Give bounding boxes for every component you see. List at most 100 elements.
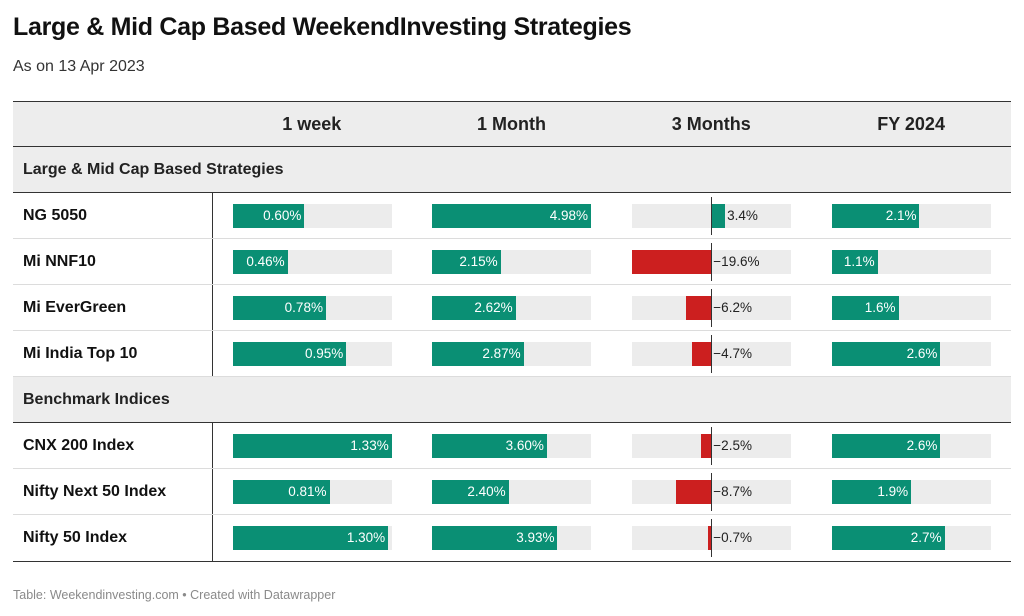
group-label: Benchmark Indices: [23, 390, 170, 408]
cell-3-months: −8.7%: [611, 469, 811, 514]
cell-fy-2024: 2.1%: [811, 193, 1011, 238]
zero-line: [711, 519, 713, 557]
value-bar: [631, 249, 712, 274]
row-name-nifty-50-index: Nifty 50 Index: [23, 529, 128, 546]
cell-1-week: 0.60%: [211, 193, 412, 238]
bar-track: 1.9%: [831, 479, 991, 504]
bar-track: 1.6%: [831, 295, 991, 320]
value-bar: [232, 249, 288, 274]
chart-subtitle: As on 13 Apr 2023: [13, 58, 145, 75]
value-label: 2.7%: [910, 530, 942, 545]
value-bar: [432, 249, 501, 274]
bar-track: 2.15%: [432, 249, 591, 274]
bar-track: 0.46%: [232, 249, 392, 274]
zero-line: [711, 196, 713, 235]
cell-1-week: 0.95%: [211, 331, 412, 376]
value-bar: [831, 341, 941, 366]
value-bar: [708, 526, 712, 550]
value-bar: [232, 203, 305, 228]
value-label: −19.6%: [713, 253, 760, 269]
value-label: 0.81%: [288, 483, 327, 499]
value-bar: [831, 249, 878, 274]
value-label: 0.95%: [304, 345, 344, 361]
bar-track: 2.6%: [831, 433, 991, 458]
bar-track: −2.5%: [631, 426, 791, 465]
bar-track: 2.40%: [432, 479, 591, 504]
row-name-nifty-next-50-index: Nifty Next 50 Index: [23, 482, 167, 500]
bar-track: 1.33%: [232, 433, 392, 458]
value-bar: [831, 479, 912, 504]
value-bar: [711, 203, 726, 228]
bar-track: −0.7%: [631, 519, 791, 557]
row-name-cnx-200-index: CNX 200 Index: [23, 436, 135, 454]
bar-track: −8.7%: [631, 472, 791, 511]
value-label: 3.93%: [516, 530, 555, 545]
value-label: 2.40%: [467, 483, 506, 499]
table-row: Nifty Next 50 Index 0.81% 2.40% −8.7% 1.9%: [13, 469, 1011, 515]
row-name-mi-nnf10: Mi NNF10: [23, 252, 96, 270]
value-label: 2.1%: [885, 207, 917, 223]
bar-track: 0.95%: [232, 341, 392, 366]
value-bar: [831, 433, 941, 458]
bar-track: −4.7%: [631, 334, 791, 373]
column-header-1-week: 1 week: [282, 113, 342, 134]
value-label: 2.6%: [906, 437, 938, 453]
cell-3-months: −19.6%: [611, 239, 811, 284]
value-label: −6.2%: [713, 299, 752, 315]
value-label: 0.78%: [284, 299, 323, 315]
cell-1-month: 4.98%: [412, 193, 612, 238]
header-name-cell: [13, 102, 212, 146]
group-header-row: Benchmark Indices: [13, 377, 1011, 423]
value-label: 1.1%: [843, 253, 875, 269]
value-bar: [232, 341, 347, 366]
cell-1-month: 2.15%: [412, 239, 612, 284]
value-label: 3.60%: [505, 437, 544, 453]
bar-track: −6.2%: [631, 288, 791, 327]
value-bar: [432, 295, 516, 320]
table-footer-credit: Table: Weekendinvesting.com • Created wi…: [13, 588, 336, 602]
bar-track: 2.6%: [831, 341, 991, 366]
cell-1-month: 2.62%: [412, 285, 612, 330]
table-row: CNX 200 Index 1.33% 3.60% −2.5% 2.6%: [13, 423, 1011, 469]
cell-fy-2024: 2.6%: [811, 331, 1011, 376]
zero-line: [711, 334, 713, 373]
column-header-1-month: 1 Month: [477, 113, 546, 134]
cell-1-month: 3.60%: [412, 423, 612, 468]
value-bar: [701, 433, 712, 458]
value-label: 3.4%: [727, 207, 758, 223]
bar-track: 4.98%: [432, 203, 591, 228]
table-row: NG 5050 0.60% 4.98% 3.4% 2.1%: [13, 193, 1011, 239]
table-header-row: 1 week 1 Month 3 Months FY 2024: [13, 102, 1011, 147]
row-name-ng-5050: NG 5050: [23, 206, 88, 224]
bar-track: 3.60%: [432, 433, 591, 458]
returns-table: 1 week 1 Month 3 Months FY 2024 Large & …: [13, 101, 1011, 562]
cell-1-week: 0.78%: [211, 285, 412, 330]
value-label: −2.5%: [713, 437, 752, 453]
bar-track: 0.78%: [232, 295, 392, 320]
column-header-fy-2024: FY 2024: [877, 113, 945, 134]
cell-fy-2024: 2.7%: [811, 515, 1011, 561]
bar-track: 0.81%: [232, 479, 392, 504]
table-row: Mi EverGreen 0.78% 2.62% −6.2% 1.6%: [13, 285, 1011, 331]
group-label: Large & Mid Cap Based Strategies: [23, 160, 284, 178]
zero-line: [711, 472, 713, 511]
bar-track: 1.1%: [831, 249, 991, 274]
value-bar: [232, 295, 326, 320]
table-row: Mi India Top 10 0.95% 2.87% −4.7% 2.6%: [13, 331, 1011, 377]
cell-fy-2024: 2.6%: [811, 423, 1011, 468]
cell-3-months: −4.7%: [611, 331, 811, 376]
bar-track: 1.30%: [232, 526, 392, 550]
zero-line: [711, 242, 713, 281]
row-name-mi-india-top-10: Mi India Top 10: [23, 344, 138, 362]
column-header-3-months: 3 Months: [671, 113, 751, 134]
cell-1-month: 2.87%: [412, 331, 612, 376]
value-bar: [432, 433, 547, 458]
value-bar: [831, 203, 920, 228]
cell-fy-2024: 1.6%: [811, 285, 1011, 330]
group-header-row: Large & Mid Cap Based Strategies: [13, 147, 1011, 193]
value-bar: [831, 526, 945, 550]
value-bar: [432, 479, 509, 504]
bar-track: 2.1%: [831, 203, 991, 228]
cell-1-week: 0.81%: [211, 469, 412, 514]
bar-track: 2.62%: [432, 295, 591, 320]
